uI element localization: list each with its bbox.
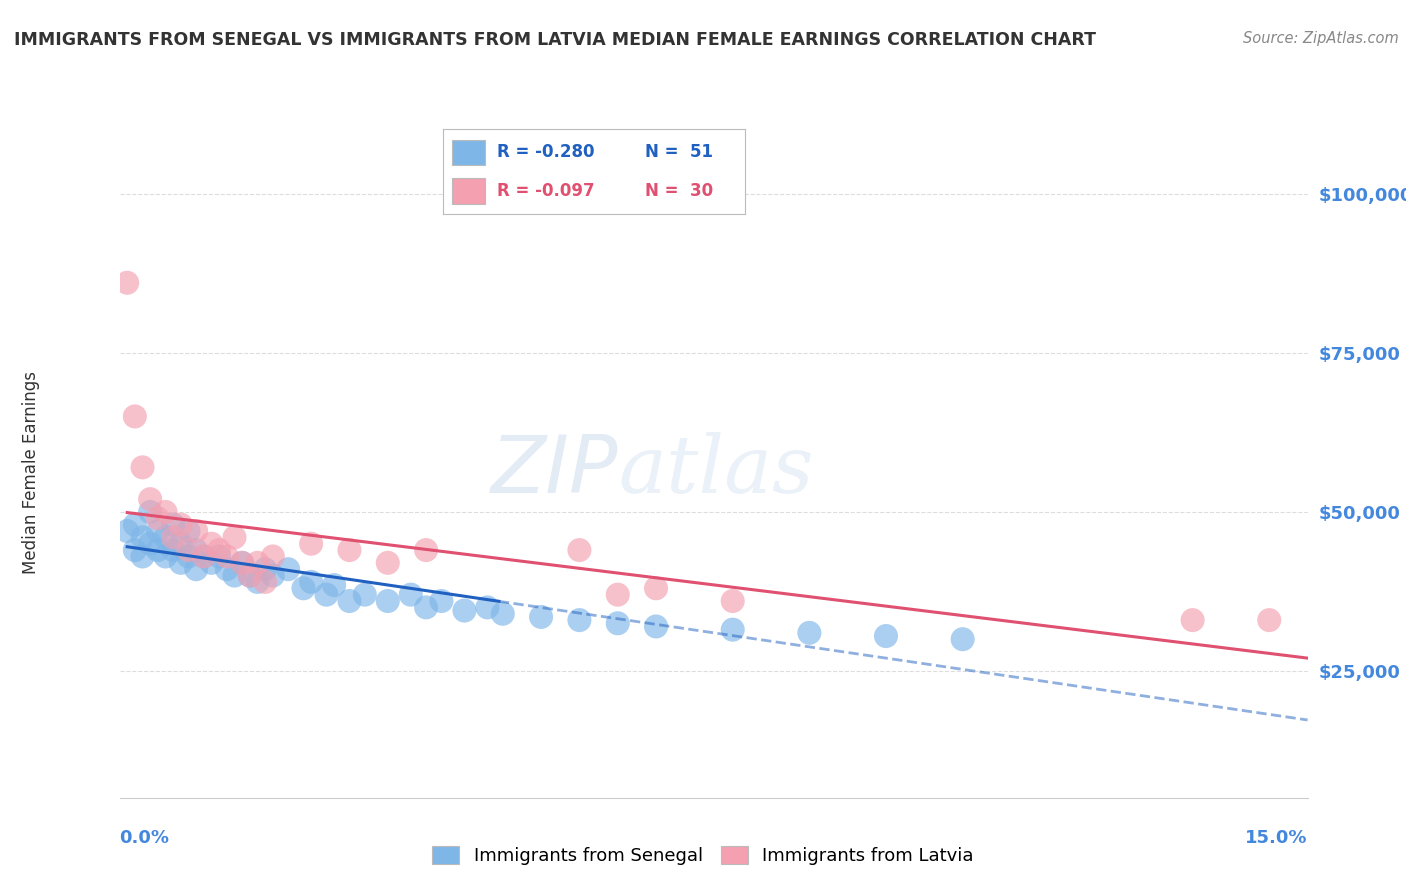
Text: ZIP: ZIP [491,432,619,509]
Point [146,543,169,558]
Point [1181,613,1204,627]
Point [246,556,269,570]
Text: atlas: atlas [619,432,814,509]
Point [162,530,184,544]
Point [155,505,177,519]
Point [492,607,515,621]
Point [231,556,253,570]
Point [254,574,277,589]
Point [799,625,821,640]
Point [254,562,277,576]
Bar [451,139,485,165]
Point [193,549,215,564]
Point [131,530,153,544]
Point [131,460,153,475]
Point [339,594,361,608]
Point [208,549,231,564]
Text: R = -0.280: R = -0.280 [498,144,595,161]
Point [208,543,231,558]
Text: 15.0%: 15.0% [1246,829,1308,847]
Text: Median Female Earnings: Median Female Earnings [22,371,39,574]
Point [177,524,200,538]
Point [353,588,375,602]
Point [186,543,208,558]
Point [952,632,974,647]
Point [170,556,193,570]
Point [606,616,628,631]
Point [292,582,315,596]
Point [415,543,437,558]
Point [124,543,146,558]
Point [146,511,169,525]
Point [115,276,138,290]
Point [875,629,897,643]
Point [645,582,668,596]
Point [239,568,262,582]
Point [239,568,262,582]
Point [162,517,184,532]
Point [246,574,269,589]
Point [139,537,162,551]
Point [155,549,177,564]
Point [262,549,284,564]
Point [139,505,162,519]
Point [170,517,193,532]
Point [224,568,246,582]
Point [200,556,222,570]
Point [377,594,399,608]
Text: R = -0.097: R = -0.097 [498,182,595,200]
Point [415,600,437,615]
Point [231,556,253,570]
Point [124,409,146,424]
Point [339,543,361,558]
Point [721,594,744,608]
Point [1258,613,1281,627]
Point [155,530,177,544]
Point [323,578,346,592]
Point [131,549,153,564]
Point [200,537,222,551]
Point [430,594,453,608]
Point [645,619,668,633]
Text: N =  51: N = 51 [645,144,713,161]
Point [224,530,246,544]
Point [721,623,744,637]
Point [162,543,184,558]
Bar [451,178,485,204]
Point [606,588,628,602]
Point [215,549,238,564]
Point [262,568,284,582]
Point [177,543,200,558]
Text: IMMIGRANTS FROM SENEGAL VS IMMIGRANTS FROM LATVIA MEDIAN FEMALE EARNINGS CORRELA: IMMIGRANTS FROM SENEGAL VS IMMIGRANTS FR… [14,31,1097,49]
Text: 0.0%: 0.0% [120,829,170,847]
Point [170,537,193,551]
Point [568,543,591,558]
Point [139,492,162,507]
Point [186,524,208,538]
Point [146,524,169,538]
Point [315,588,337,602]
Point [299,574,322,589]
Point [453,603,475,617]
Point [193,549,215,564]
Point [277,562,299,576]
Point [299,537,322,551]
Point [530,610,553,624]
Point [177,549,200,564]
Point [215,562,238,576]
Legend: Immigrants from Senegal, Immigrants from Latvia: Immigrants from Senegal, Immigrants from… [425,838,981,872]
Point [124,517,146,532]
Point [399,588,422,602]
Text: Source: ZipAtlas.com: Source: ZipAtlas.com [1243,31,1399,46]
Point [477,600,499,615]
Point [377,556,399,570]
Text: N =  30: N = 30 [645,182,714,200]
Point [115,524,138,538]
Point [568,613,591,627]
Point [186,562,208,576]
